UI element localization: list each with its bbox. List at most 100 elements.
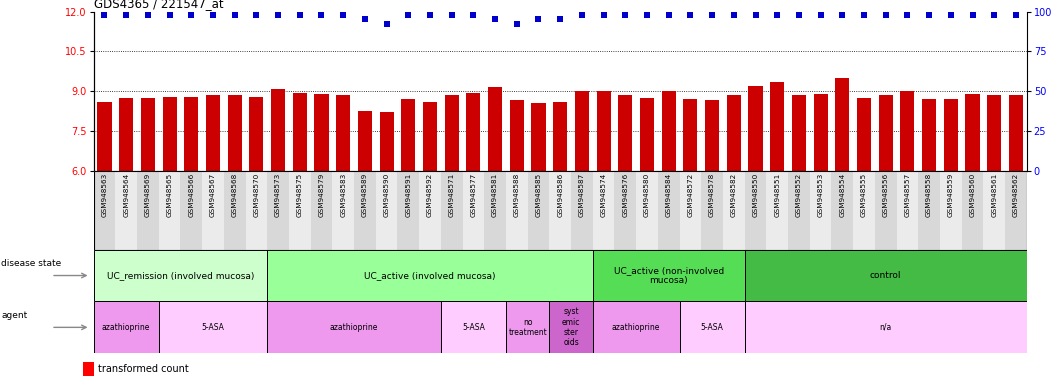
Text: GSM948557: GSM948557	[904, 173, 911, 217]
Point	[313, 12, 330, 18]
Bar	[380, 113, 394, 171]
Bar	[249, 96, 264, 171]
Bar	[788, 171, 810, 250]
Text: GSM948550: GSM948550	[752, 173, 759, 217]
Point	[791, 12, 808, 18]
Bar	[639, 98, 654, 171]
Text: GSM948573: GSM948573	[276, 173, 281, 217]
Bar	[766, 171, 788, 250]
Bar	[398, 171, 419, 250]
Point	[161, 12, 178, 18]
Point	[204, 12, 221, 18]
Text: GSM948568: GSM948568	[232, 173, 237, 217]
Text: GSM948574: GSM948574	[600, 173, 606, 217]
Bar	[680, 171, 701, 250]
Text: GSM948552: GSM948552	[796, 173, 802, 217]
Point	[985, 12, 1002, 18]
Text: azathioprine: azathioprine	[102, 323, 150, 332]
Point	[595, 12, 612, 18]
Bar	[918, 171, 940, 250]
Text: azathioprine: azathioprine	[612, 323, 661, 332]
Point	[118, 12, 135, 18]
Bar	[488, 87, 502, 171]
Bar	[792, 95, 805, 171]
Bar	[770, 82, 784, 171]
Text: GSM948553: GSM948553	[817, 173, 824, 217]
Point	[899, 12, 916, 18]
Point	[768, 12, 785, 18]
Bar	[140, 98, 155, 171]
Text: GSM948579: GSM948579	[318, 173, 325, 217]
Bar	[857, 98, 871, 171]
Bar	[419, 171, 440, 250]
Point	[551, 17, 568, 23]
Point	[920, 12, 937, 18]
Bar	[94, 250, 267, 301]
Bar	[440, 301, 506, 353]
Text: GSM948558: GSM948558	[926, 173, 932, 217]
Point	[943, 12, 960, 18]
Text: GSM948586: GSM948586	[558, 173, 563, 217]
Point	[139, 12, 156, 18]
Point	[877, 12, 894, 18]
Bar	[575, 91, 589, 171]
Point	[400, 12, 417, 18]
Text: GSM948567: GSM948567	[210, 173, 216, 217]
Point	[834, 12, 851, 18]
Bar	[228, 95, 242, 171]
Bar	[137, 171, 159, 250]
Bar	[159, 301, 267, 353]
Bar	[311, 171, 332, 250]
Bar	[618, 95, 632, 171]
Text: 5-ASA: 5-ASA	[462, 323, 485, 332]
Point	[421, 12, 438, 18]
Point	[617, 12, 634, 18]
Bar	[553, 102, 567, 171]
Text: GSM948572: GSM948572	[687, 173, 694, 217]
Point	[227, 12, 244, 18]
Bar	[1009, 95, 1023, 171]
Bar	[506, 171, 528, 250]
Point	[335, 12, 352, 18]
Point	[444, 12, 461, 18]
Bar	[593, 171, 614, 250]
Text: azathioprine: azathioprine	[330, 323, 378, 332]
Text: GSM948569: GSM948569	[145, 173, 151, 217]
Bar	[336, 95, 350, 171]
Bar	[593, 250, 745, 301]
Bar	[463, 171, 484, 250]
Text: GSM948580: GSM948580	[644, 173, 650, 217]
Bar	[701, 171, 722, 250]
Bar	[159, 171, 181, 250]
Point	[855, 12, 872, 18]
Bar	[940, 171, 962, 250]
Bar	[549, 301, 593, 353]
Text: disease state: disease state	[1, 260, 62, 268]
Bar	[94, 301, 159, 353]
Text: GSM948555: GSM948555	[861, 173, 867, 217]
Bar	[879, 95, 893, 171]
Bar	[354, 171, 376, 250]
Bar	[83, 362, 94, 376]
Bar	[202, 171, 223, 250]
Text: GSM948551: GSM948551	[775, 173, 780, 217]
Bar	[662, 91, 676, 171]
Point	[269, 12, 286, 18]
Bar	[401, 99, 415, 171]
Bar	[293, 93, 306, 171]
Bar	[1005, 171, 1027, 250]
Text: transformed count: transformed count	[98, 364, 189, 374]
Point	[486, 17, 503, 23]
Text: GSM948559: GSM948559	[948, 173, 953, 217]
Point	[812, 12, 829, 18]
Bar	[814, 94, 828, 171]
Bar	[831, 171, 853, 250]
Bar	[835, 78, 849, 171]
Bar	[271, 89, 285, 171]
Bar	[115, 171, 137, 250]
Text: syst
emic
ster
oids: syst emic ster oids	[562, 307, 580, 348]
Text: GSM948590: GSM948590	[384, 173, 389, 217]
Text: GSM948571: GSM948571	[449, 173, 454, 217]
Bar	[722, 171, 745, 250]
Bar	[593, 301, 680, 353]
